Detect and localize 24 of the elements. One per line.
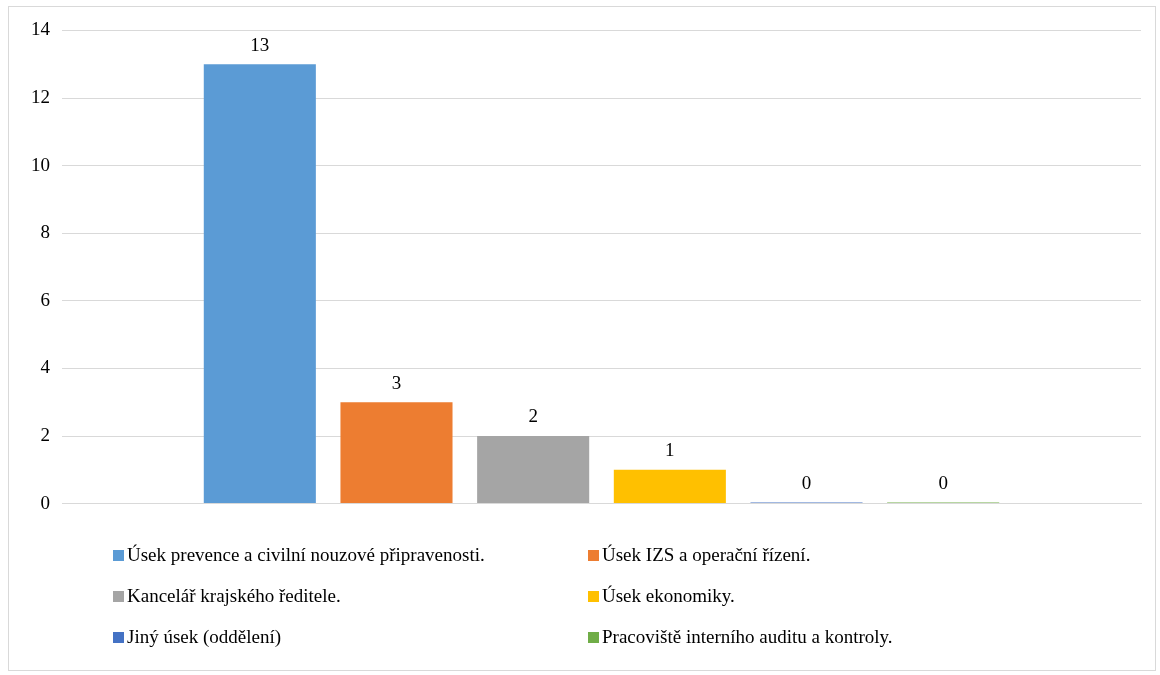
y-tick-label: 8 xyxy=(40,221,50,243)
legend-label: Úsek ekonomiky. xyxy=(602,585,735,607)
data-label: 2 xyxy=(528,405,538,427)
data-label: 0 xyxy=(801,472,812,494)
y-tick-label: 10 xyxy=(31,153,50,175)
legend-label: Jiný úsek (oddělení) xyxy=(127,626,282,648)
legend-label: Úsek prevence a civilní nouzové připravenosti. xyxy=(127,544,485,566)
bar xyxy=(203,64,316,504)
bar xyxy=(613,469,726,504)
y-tick-label: 12 xyxy=(31,85,50,107)
y-tick-label: 6 xyxy=(40,288,50,310)
legend-label: Kancelář krajského ředitele. xyxy=(127,585,341,607)
data-label: 0 xyxy=(938,472,948,494)
legend-label: Pracoviště interního auditu a kontroly. xyxy=(602,626,893,648)
data-label: 1 xyxy=(665,439,675,461)
y-tick-label: 2 xyxy=(40,423,50,445)
data-label: 3 xyxy=(391,371,402,393)
data-label: 13 xyxy=(250,33,270,55)
y-tick-label: 14 xyxy=(31,18,51,40)
bar xyxy=(477,436,590,504)
y-tick-label: 0 xyxy=(40,491,50,513)
y-tick-label: 4 xyxy=(40,356,51,378)
legend-label: Úsek IZS a operační řízení. xyxy=(602,544,811,566)
bar xyxy=(340,402,453,504)
